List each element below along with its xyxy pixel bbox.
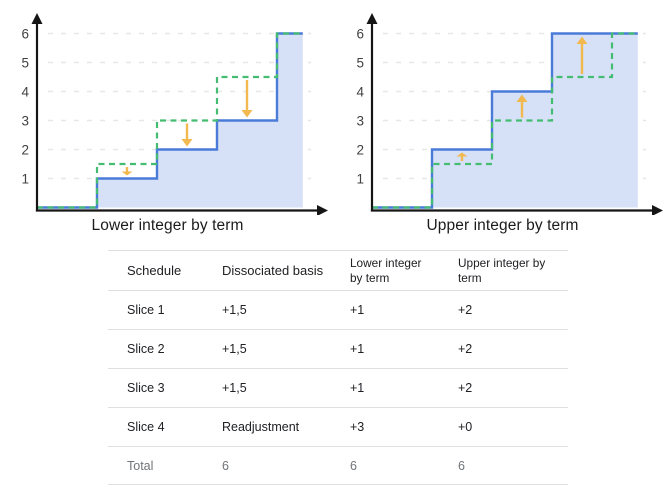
table-cell: +1,5: [215, 290, 343, 330]
table-cell: +1,5: [215, 368, 343, 408]
header-dissociated-basis: Dissociated basis: [215, 250, 343, 291]
y-tick-label: 6: [356, 26, 364, 41]
table-cell: 6: [215, 446, 343, 485]
y-tick-label: 2: [21, 142, 29, 157]
y-tick-label: 6: [21, 26, 29, 41]
table-row-slice-1: Slice 1 +1,5 +1 +2: [108, 290, 568, 330]
down-arrow-icon: [241, 80, 253, 118]
y-tick-label: 1: [356, 171, 364, 186]
lower-integer-chart: 1 2 3 4 5 6 Lower integer by term: [0, 2, 335, 235]
down-arrow-icon: [181, 123, 193, 147]
table-cell: Readjustment: [215, 407, 343, 447]
x-axis-arrow-icon: [652, 205, 663, 215]
table-cell: Slice 3: [108, 368, 215, 408]
up-arrow-icon: [456, 152, 468, 161]
table-cell: +2: [451, 290, 568, 330]
y-tick-label: 4: [356, 84, 364, 99]
solid-step-line: [372, 32, 638, 209]
table-cell: +2: [451, 329, 568, 369]
header-schedule: Schedule: [108, 250, 215, 291]
table-cell: +1: [343, 329, 451, 369]
up-arrow-icon: [516, 94, 528, 118]
dashed-step-line: [372, 32, 638, 209]
table-cell: Slice 2: [108, 329, 215, 369]
upper-chart-caption: Upper integer by term: [426, 217, 579, 234]
x-axis-arrow-icon: [317, 205, 328, 215]
table-row-slice-2: Slice 2 +1,5 +1 +2: [108, 329, 568, 369]
table-row-slice-4: Slice 4 Readjustment +3 +0: [108, 407, 568, 447]
down-arrow-icon: [121, 167, 133, 176]
area-fill: [37, 33, 303, 208]
lower-integer-step-plot: 1 2 3 4 5 6: [21, 13, 328, 215]
table-header-row: Schedule Dissociated basis Lower integer…: [108, 250, 568, 291]
lower-chart-caption: Lower integer by term: [91, 217, 244, 234]
y-tick-label: 4: [21, 84, 29, 99]
table-cell: +1: [343, 290, 451, 330]
upper-integer-step-plot: 1 2 3 4 5 6: [356, 13, 663, 215]
y-axis-arrow-icon: [31, 13, 43, 24]
header-lower-integer: Lower integer by term: [343, 250, 451, 291]
table-cell: +3: [343, 407, 451, 447]
y-axis-arrow-icon: [366, 13, 378, 24]
table-cell: Slice 4: [108, 407, 215, 447]
schedule-table: Schedule Dissociated basis Lower integer…: [108, 250, 568, 485]
y-tick-label: 5: [356, 55, 364, 70]
table-cell: 6: [343, 446, 451, 485]
dashed-step-line: [37, 32, 303, 209]
table-row-slice-3: Slice 3 +1,5 +1 +2: [108, 368, 568, 408]
y-tick-label: 5: [21, 55, 29, 70]
table-cell: +1: [343, 368, 451, 408]
table-cell: +1,5: [215, 329, 343, 369]
table-row-total: Total 6 6 6: [108, 446, 568, 485]
table-cell: +0: [451, 407, 568, 447]
y-tick-label: 1: [21, 171, 29, 186]
y-tick-label: 2: [356, 142, 364, 157]
y-tick-label: 3: [21, 113, 29, 128]
up-arrow-icon: [576, 36, 588, 74]
table-cell: Total: [108, 446, 215, 485]
upper-integer-chart: 1 2 3 4 5 6 Upper integer by term: [335, 2, 670, 235]
header-upper-integer: Upper integer by term: [451, 250, 568, 291]
table-cell: 6: [451, 446, 568, 485]
table-cell: +2: [451, 368, 568, 408]
table-cell: Slice 1: [108, 290, 215, 330]
y-tick-label: 3: [356, 113, 364, 128]
